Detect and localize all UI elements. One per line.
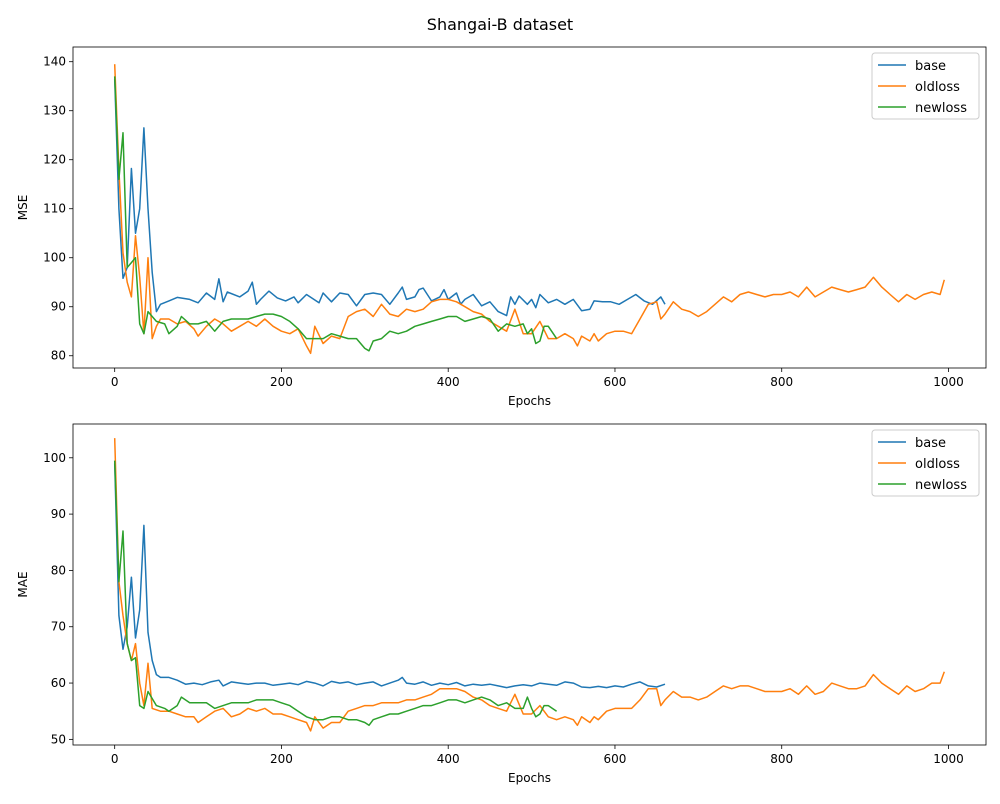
mse-x-tick-label: 800 (770, 375, 793, 389)
mse-y-tick-label: 120 (43, 153, 66, 167)
mse-y-tick-label: 110 (43, 202, 66, 216)
mse-legend-box (871, 52, 980, 120)
mse-x-tick-label: 200 (270, 375, 293, 389)
mse-y-tick-label: 140 (43, 55, 66, 69)
mae-legend-label-oldloss: oldloss (915, 457, 960, 472)
mse-x-axis-label: Epochs (508, 394, 551, 408)
mae-y-tick-label: 50 (51, 732, 66, 746)
mae-x-tick-label: 200 (270, 752, 293, 766)
mae-x-tick-label: 400 (437, 752, 460, 766)
mae-series-line-newloss (113, 460, 558, 727)
mae-y-tick-label: 70 (51, 620, 66, 634)
mse-x-tick-label: 1000 (933, 375, 964, 389)
mse-chart: 0 200 400 600 800 1000 80 90 100 110 120 130 140 Epoc… (16, 46, 987, 408)
mae-y-tick-label: 90 (51, 507, 66, 521)
mse-y-tick-label: 130 (43, 104, 66, 118)
mse-y-axis-label: MSE (16, 195, 30, 221)
mae-y-tick-label: 100 (43, 451, 66, 465)
mae-legend-box (871, 429, 980, 497)
mse-axes-frame (72, 46, 987, 369)
mae-series-line-base (113, 463, 666, 689)
mse-legend-label-newloss: newloss (915, 101, 967, 116)
mse-y-tick-label: 90 (51, 300, 66, 314)
figure-title: Shangai-B dataset (427, 15, 573, 34)
mae-x-tick-label: 0 (111, 752, 119, 766)
mae-y-axis-label: MAE (16, 571, 30, 597)
mae-legend-label-base: base (915, 436, 946, 451)
mse-y-tick-label: 80 (51, 349, 66, 363)
mae-x-tick-label: 600 (604, 752, 627, 766)
mse-x-tick-label: 400 (437, 375, 460, 389)
mae-x-tick-label: 800 (770, 752, 793, 766)
mae-series-line-oldloss (113, 438, 946, 732)
mse-series-line-newloss (113, 76, 558, 352)
mae-x-axis-label: Epochs (508, 771, 551, 785)
mae-y-tick-label: 60 (51, 676, 66, 690)
mse-x-tick-label: 600 (604, 375, 627, 389)
mae-chart: 0 200 400 600 800 1000 50 60 70 80 90 100 Epochs MAE b… (16, 423, 987, 785)
mse-y-tick-label: 100 (43, 251, 66, 265)
mae-y-tick-label: 80 (51, 563, 66, 577)
mse-series-line-oldloss (113, 64, 946, 355)
mse-legend-label-base: base (915, 59, 946, 74)
mae-x-tick-label: 1000 (933, 752, 964, 766)
mse-legend-label-oldloss: oldloss (915, 80, 960, 95)
mae-axes-frame (72, 423, 987, 746)
mse-x-tick-label: 0 (111, 375, 119, 389)
mse-series-line-base (113, 78, 666, 317)
mse-legend: base oldloss newloss (871, 52, 980, 120)
mae-legend: base oldloss newloss (871, 429, 980, 497)
mae-legend-label-newloss: newloss (915, 478, 967, 493)
